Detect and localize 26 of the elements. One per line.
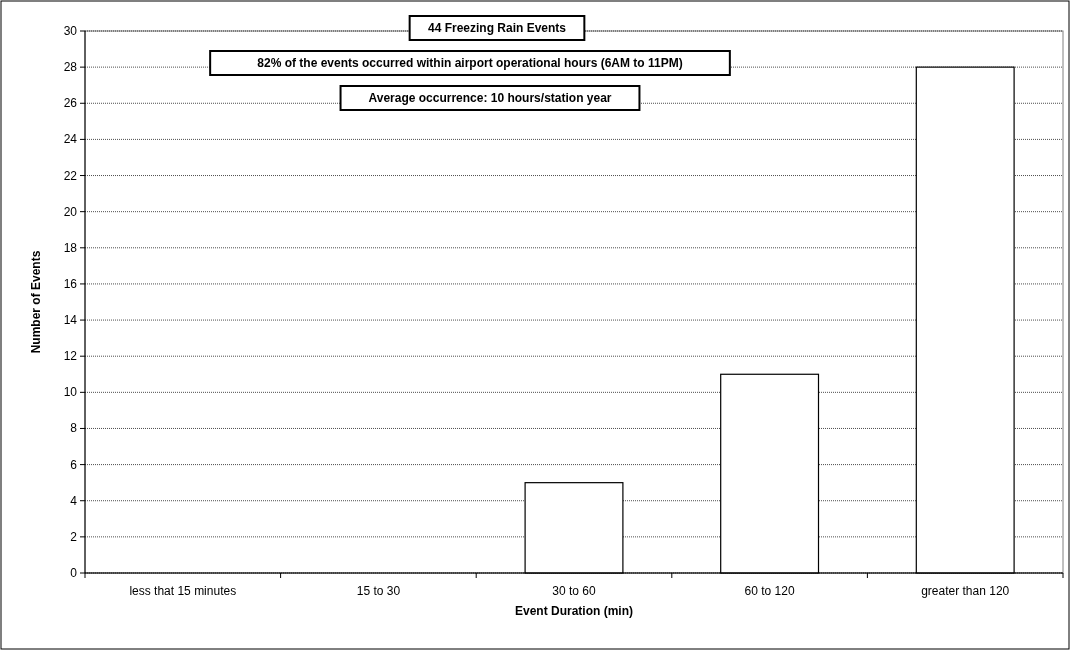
annotation: Average occurrence: 10 hours/station year xyxy=(368,91,612,105)
y-tick-label: 18 xyxy=(63,240,78,255)
y-tick-label: 2 xyxy=(70,529,78,544)
x-tick-label: less that 15 minutes xyxy=(129,584,237,598)
y-tick-label: 4 xyxy=(70,493,78,508)
y-tick-label: 6 xyxy=(70,457,78,472)
y-tick-label: 16 xyxy=(63,276,78,291)
y-tick-label: 10 xyxy=(63,385,78,400)
x-tick-label: 15 to 30 xyxy=(356,584,401,598)
y-tick-label: 28 xyxy=(63,60,78,75)
y-tick-label: 12 xyxy=(63,349,78,364)
y-tick-label: 30 xyxy=(63,24,78,38)
annotation: 44 Freezing Rain Events xyxy=(427,21,567,35)
y-axis-title: Number of Events xyxy=(29,250,43,354)
y-tick-label: 20 xyxy=(63,204,78,219)
x-tick-label: greater than 120 xyxy=(921,584,1010,598)
y-tick-label: 24 xyxy=(63,132,78,147)
y-tick-label: 14 xyxy=(63,313,78,328)
x-tick-label: 30 to 60 xyxy=(552,584,597,598)
annotation: 82% of the events occurred within airport operational hours (6AM to 11PM) xyxy=(257,56,683,70)
y-tick-label: 0 xyxy=(70,566,78,580)
y-tick-label: 8 xyxy=(70,421,78,436)
y-tick-label: 26 xyxy=(63,96,78,111)
x-tick-label: 60 to 120 xyxy=(744,584,795,598)
y-tick-label: 22 xyxy=(63,168,78,183)
x-axis-title: Event Duration (min) xyxy=(514,604,634,618)
